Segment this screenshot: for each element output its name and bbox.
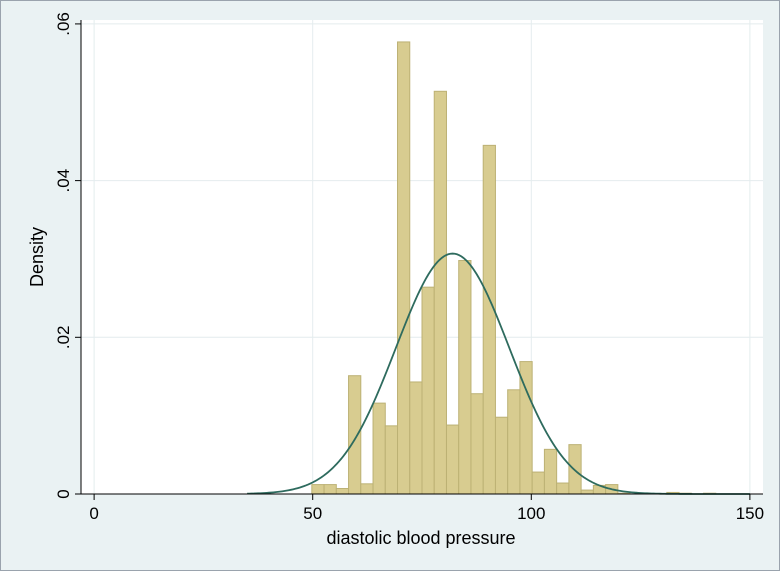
histogram-bar-12 [458, 260, 472, 495]
histogram-bar-1 [323, 484, 337, 495]
x-axis-ticks: 0 50 100 150 [89, 494, 764, 523]
histogram-bar-14 [482, 144, 496, 495]
y-tick-label-3: .06 [54, 12, 73, 36]
y-axis-title: Density [27, 227, 47, 287]
histogram-bar-8 [409, 381, 423, 495]
histogram-bar-19 [543, 448, 558, 495]
y-tick-label-1: .02 [54, 325, 73, 349]
histogram-bar-9 [421, 286, 435, 495]
axes [80, 20, 763, 495]
x-tick-label-1: 50 [303, 504, 322, 523]
y-axis-ticks: 0 .02 .04 .06 [54, 12, 81, 499]
histogram-bar-2 [335, 488, 350, 495]
x-tick-label-2: 100 [517, 504, 545, 523]
histogram-bar-10 [433, 90, 447, 495]
histogram-bar-15 [494, 416, 509, 495]
histogram-bar-4 [360, 483, 374, 495]
histogram-bar-7 [397, 41, 411, 495]
histogram-bar-20 [556, 482, 570, 495]
histogram-bar-13 [470, 393, 484, 495]
histogram-bar-0 [311, 484, 325, 495]
histogram-bar-6 [384, 425, 399, 495]
histogram-bar-5 [372, 402, 386, 495]
y-tick-label-0: 0 [54, 489, 73, 498]
x-tick-label-0: 0 [89, 504, 98, 523]
histogram-bar-22 [580, 489, 594, 495]
histogram-bar-3 [348, 375, 362, 495]
histogram-bar-18 [531, 471, 545, 495]
histogram-bars [311, 41, 717, 495]
x-axis-title: diastolic blood pressure [326, 528, 515, 548]
x-tick-label-3: 150 [736, 504, 764, 523]
y-tick-label-2: .04 [54, 169, 73, 193]
histogram-bar-16 [507, 389, 521, 495]
histogram-bar-11 [445, 424, 460, 495]
